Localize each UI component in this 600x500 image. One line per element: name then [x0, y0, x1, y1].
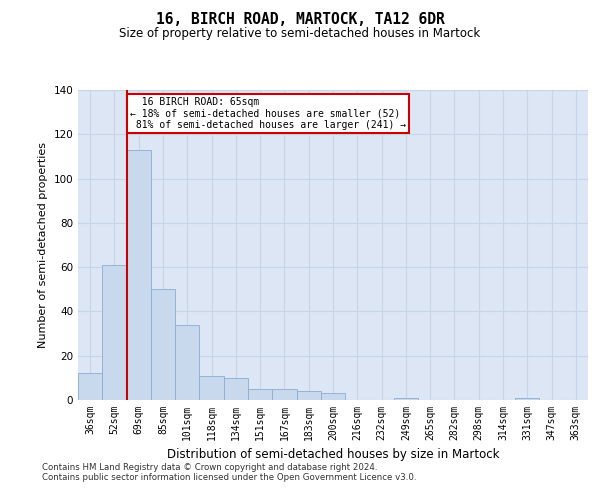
Text: Contains public sector information licensed under the Open Government Licence v3: Contains public sector information licen… — [42, 474, 416, 482]
Bar — [127, 150, 151, 400]
Bar — [151, 290, 175, 400]
Bar — [296, 391, 321, 400]
Bar — [175, 324, 199, 400]
Bar — [394, 398, 418, 400]
Bar — [78, 374, 102, 400]
Bar — [102, 265, 127, 400]
Bar — [515, 398, 539, 400]
Y-axis label: Number of semi-detached properties: Number of semi-detached properties — [38, 142, 48, 348]
Bar — [272, 389, 296, 400]
Bar — [199, 376, 224, 400]
Text: 16, BIRCH ROAD, MARTOCK, TA12 6DR: 16, BIRCH ROAD, MARTOCK, TA12 6DR — [155, 12, 445, 28]
Text: Size of property relative to semi-detached houses in Martock: Size of property relative to semi-detach… — [119, 28, 481, 40]
Text: Contains HM Land Registry data © Crown copyright and database right 2024.: Contains HM Land Registry data © Crown c… — [42, 464, 377, 472]
Bar — [224, 378, 248, 400]
Text: 16 BIRCH ROAD: 65sqm  
← 18% of semi-detached houses are smaller (52)
 81% of se: 16 BIRCH ROAD: 65sqm ← 18% of semi-detac… — [130, 96, 406, 130]
Bar — [248, 389, 272, 400]
Bar — [321, 394, 345, 400]
X-axis label: Distribution of semi-detached houses by size in Martock: Distribution of semi-detached houses by … — [167, 448, 499, 462]
